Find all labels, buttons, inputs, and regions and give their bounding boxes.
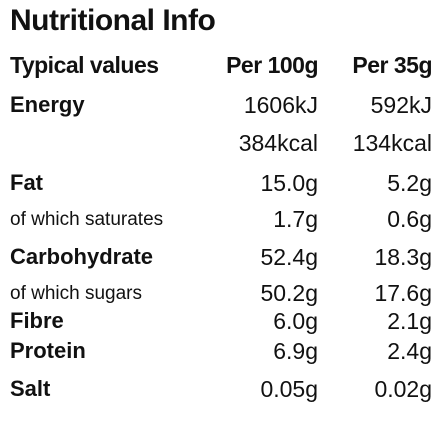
cell: 6.9g — [273, 338, 318, 364]
row-label: Fat — [10, 170, 43, 195]
cell: 134kcal — [352, 130, 432, 156]
cell: 2.1g — [387, 308, 432, 334]
cell: 15.0g — [260, 170, 318, 196]
row-label: Fibre — [10, 308, 64, 333]
row-label: Salt — [10, 376, 51, 401]
cell: 52.4g — [260, 244, 318, 270]
row-label: of which saturates — [10, 209, 164, 230]
cell: 5.2g — [387, 170, 432, 196]
column-header: Per 35g — [352, 52, 432, 78]
cell: 50.2g — [260, 280, 318, 306]
cell: 1606kJ — [243, 92, 318, 118]
cell: 17.6g — [374, 280, 432, 306]
cell: 0.02g — [374, 376, 432, 402]
cell: 0.6g — [387, 206, 432, 232]
cell: 6.0g — [273, 308, 318, 334]
cell: 1.7g — [273, 206, 318, 232]
row-label: of which sugars — [10, 283, 143, 304]
column-header: Per 100g — [226, 52, 318, 78]
cell: 18.3g — [374, 244, 432, 270]
row-label: Energy — [10, 92, 85, 117]
cell: 2.4g — [387, 338, 432, 364]
cell: 0.05g — [260, 376, 318, 402]
cell: 384kcal — [238, 130, 318, 156]
row-label: Carbohydrate — [10, 244, 154, 269]
title: Nutritional Info — [10, 4, 216, 37]
cell: 592kJ — [370, 92, 432, 118]
column-header: Typical values — [10, 52, 159, 78]
row-label: Protein — [10, 338, 86, 363]
